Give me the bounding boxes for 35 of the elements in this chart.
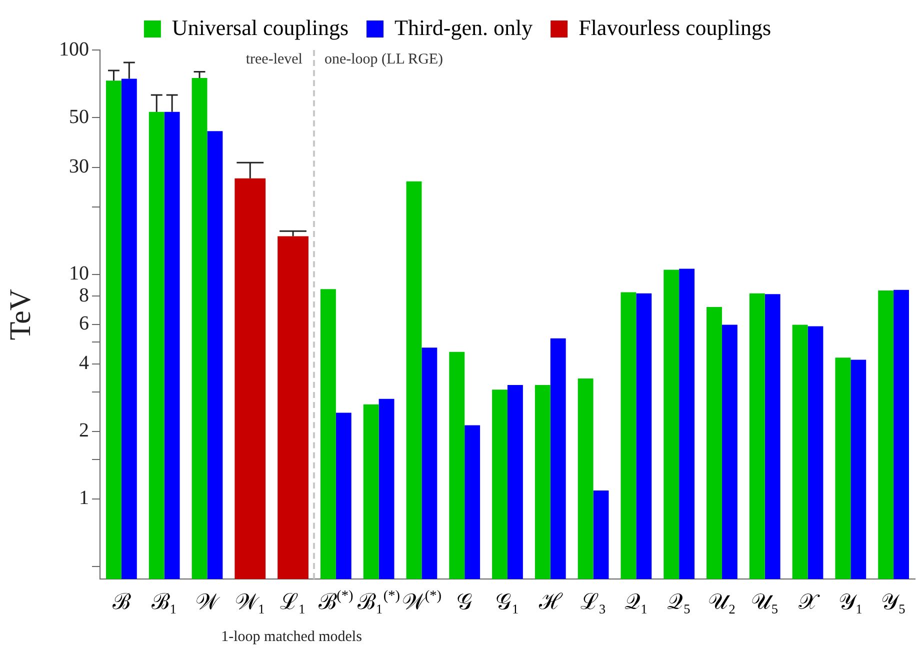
legend-label: Third-gen. only (394, 14, 533, 40)
annotation: tree-level (246, 51, 302, 68)
x-tick-label: 𝒰₅ (751, 589, 779, 614)
y-tick-label: 8 (79, 284, 89, 306)
x-tick-label: 𝒬₅ (667, 589, 691, 614)
y-tick-label: 100 (59, 38, 89, 60)
x-tick-label: 𝒳 (798, 589, 820, 614)
y-tick-label: 1 (79, 487, 89, 510)
y-tick-label: 2 (79, 420, 89, 442)
x-tick-label: 𝒲 (196, 589, 221, 614)
x-tick-label: ℒ₁ (280, 589, 306, 614)
x-tick-label: 𝒴₁ (838, 589, 863, 614)
y-tick-label: 30 (69, 156, 89, 178)
x-tick-label: ℬ₁(*) (358, 588, 400, 614)
x-tick-label: 𝒢₁ (496, 589, 520, 614)
x-tick-label: ℬ₁ (152, 589, 178, 614)
legend-label: Universal couplings (172, 14, 349, 40)
x-tick-label: 𝒲₁ (234, 589, 266, 614)
y-tick-label: 6 (79, 312, 89, 335)
y-axis-title: TeV (4, 288, 37, 340)
y-tick-label: 50 (69, 106, 89, 128)
x-tick-label: ℬ(*) (318, 588, 354, 614)
x-tick-label: 𝒲(*) (402, 588, 442, 614)
x-tick-label: 𝒰₂ (708, 589, 736, 614)
annotation: one-loop (LL RGE) (324, 51, 444, 68)
legend-label: Flavourless couplings (578, 14, 772, 40)
y-tick-label: 4 (79, 352, 89, 374)
x-tick-label: ℬ (112, 589, 132, 614)
x-axis-title: 1-loop matched models (221, 629, 362, 645)
x-tick-label: ℋ (538, 589, 563, 614)
x-tick-label: 𝒬₁ (624, 589, 648, 614)
x-tick-label: 𝒢 (456, 589, 473, 614)
y-tick-label: 10 (69, 262, 89, 285)
x-tick-label: ℒ₃ (580, 589, 606, 614)
x-tick-label: 𝒴₅ (881, 589, 906, 614)
